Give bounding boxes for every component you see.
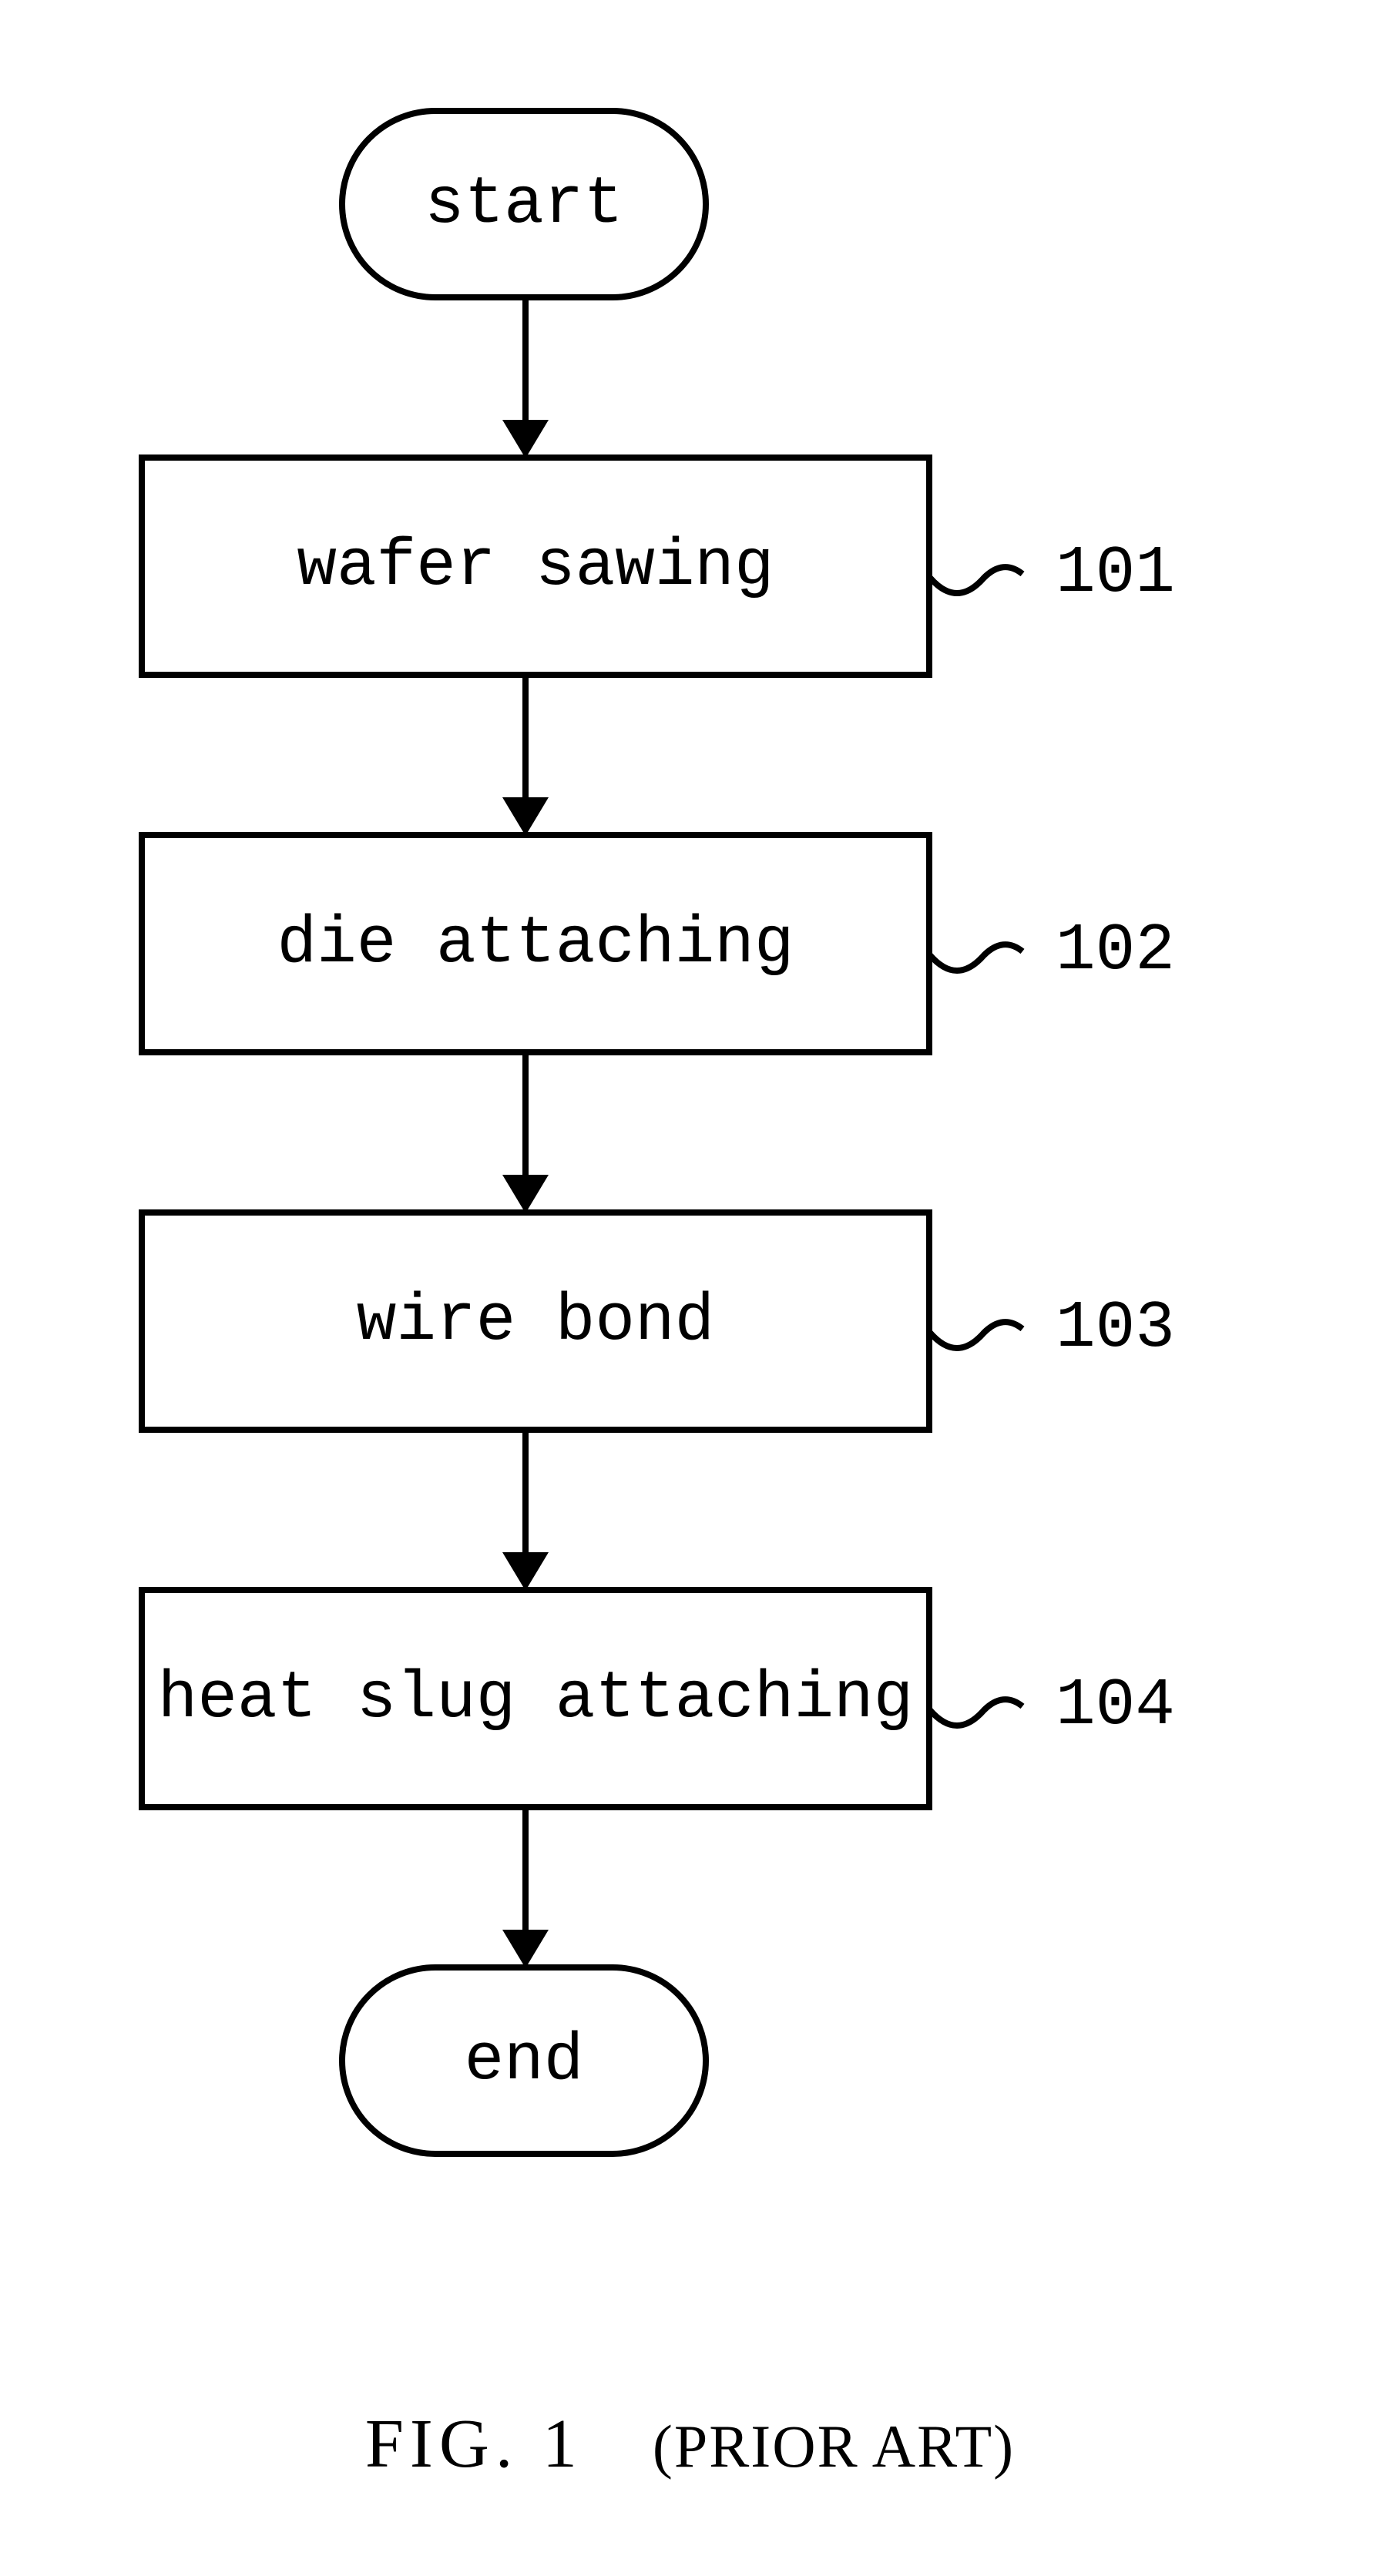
wafer-sawing-label: wafer sawing bbox=[297, 528, 774, 604]
wire-bond-label: wire bond bbox=[357, 1283, 714, 1359]
figure-caption: FIG. 1 (PRIOR ART) bbox=[0, 2404, 1380, 2484]
die-attaching-label: die attaching bbox=[277, 906, 794, 981]
ref-label-103: 103 bbox=[1056, 1290, 1175, 1366]
ref-connector-1 bbox=[926, 555, 1026, 616]
arrow-head bbox=[502, 1175, 549, 1213]
arrow-1 bbox=[139, 300, 909, 454]
figure-label: FIG. 1 bbox=[365, 2406, 583, 2482]
arrow-head bbox=[502, 1930, 549, 1968]
arrow-head bbox=[502, 797, 549, 836]
ref-label-101: 101 bbox=[1056, 535, 1175, 611]
ref-label-104: 104 bbox=[1056, 1668, 1175, 1743]
end-label: end bbox=[465, 2023, 584, 2098]
ref-connector-4 bbox=[926, 1687, 1026, 1749]
arrow-line bbox=[522, 1810, 529, 1941]
arrow-line bbox=[522, 1055, 529, 1186]
arrow-3 bbox=[139, 1055, 909, 1209]
ref-label-102: 102 bbox=[1056, 913, 1175, 988]
ref-connector-3 bbox=[926, 1310, 1026, 1371]
arrow-line bbox=[522, 300, 529, 431]
die-attaching-node: die attaching bbox=[139, 832, 932, 1055]
arrow-head bbox=[502, 420, 549, 458]
arrow-5 bbox=[139, 1810, 909, 1964]
end-node: end bbox=[339, 1964, 709, 2157]
arrow-line bbox=[522, 1433, 529, 1564]
heat-slug-attaching-node: heat slug attaching bbox=[139, 1587, 932, 1810]
flowchart-container: start wafer sawing 101 die attaching 102 bbox=[139, 108, 1294, 2157]
arrow-4 bbox=[139, 1433, 909, 1587]
arrow-2 bbox=[139, 678, 909, 832]
start-label: start bbox=[425, 166, 623, 242]
prior-art-label: (PRIOR ART) bbox=[653, 2413, 1015, 2480]
arrow-head bbox=[502, 1552, 549, 1591]
ref-connector-2 bbox=[926, 932, 1026, 994]
wafer-sawing-node: wafer sawing bbox=[139, 454, 932, 678]
arrow-line bbox=[522, 678, 529, 809]
start-node: start bbox=[339, 108, 709, 300]
wire-bond-node: wire bond bbox=[139, 1209, 932, 1433]
heat-slug-attaching-label: heat slug attaching bbox=[158, 1661, 914, 1736]
